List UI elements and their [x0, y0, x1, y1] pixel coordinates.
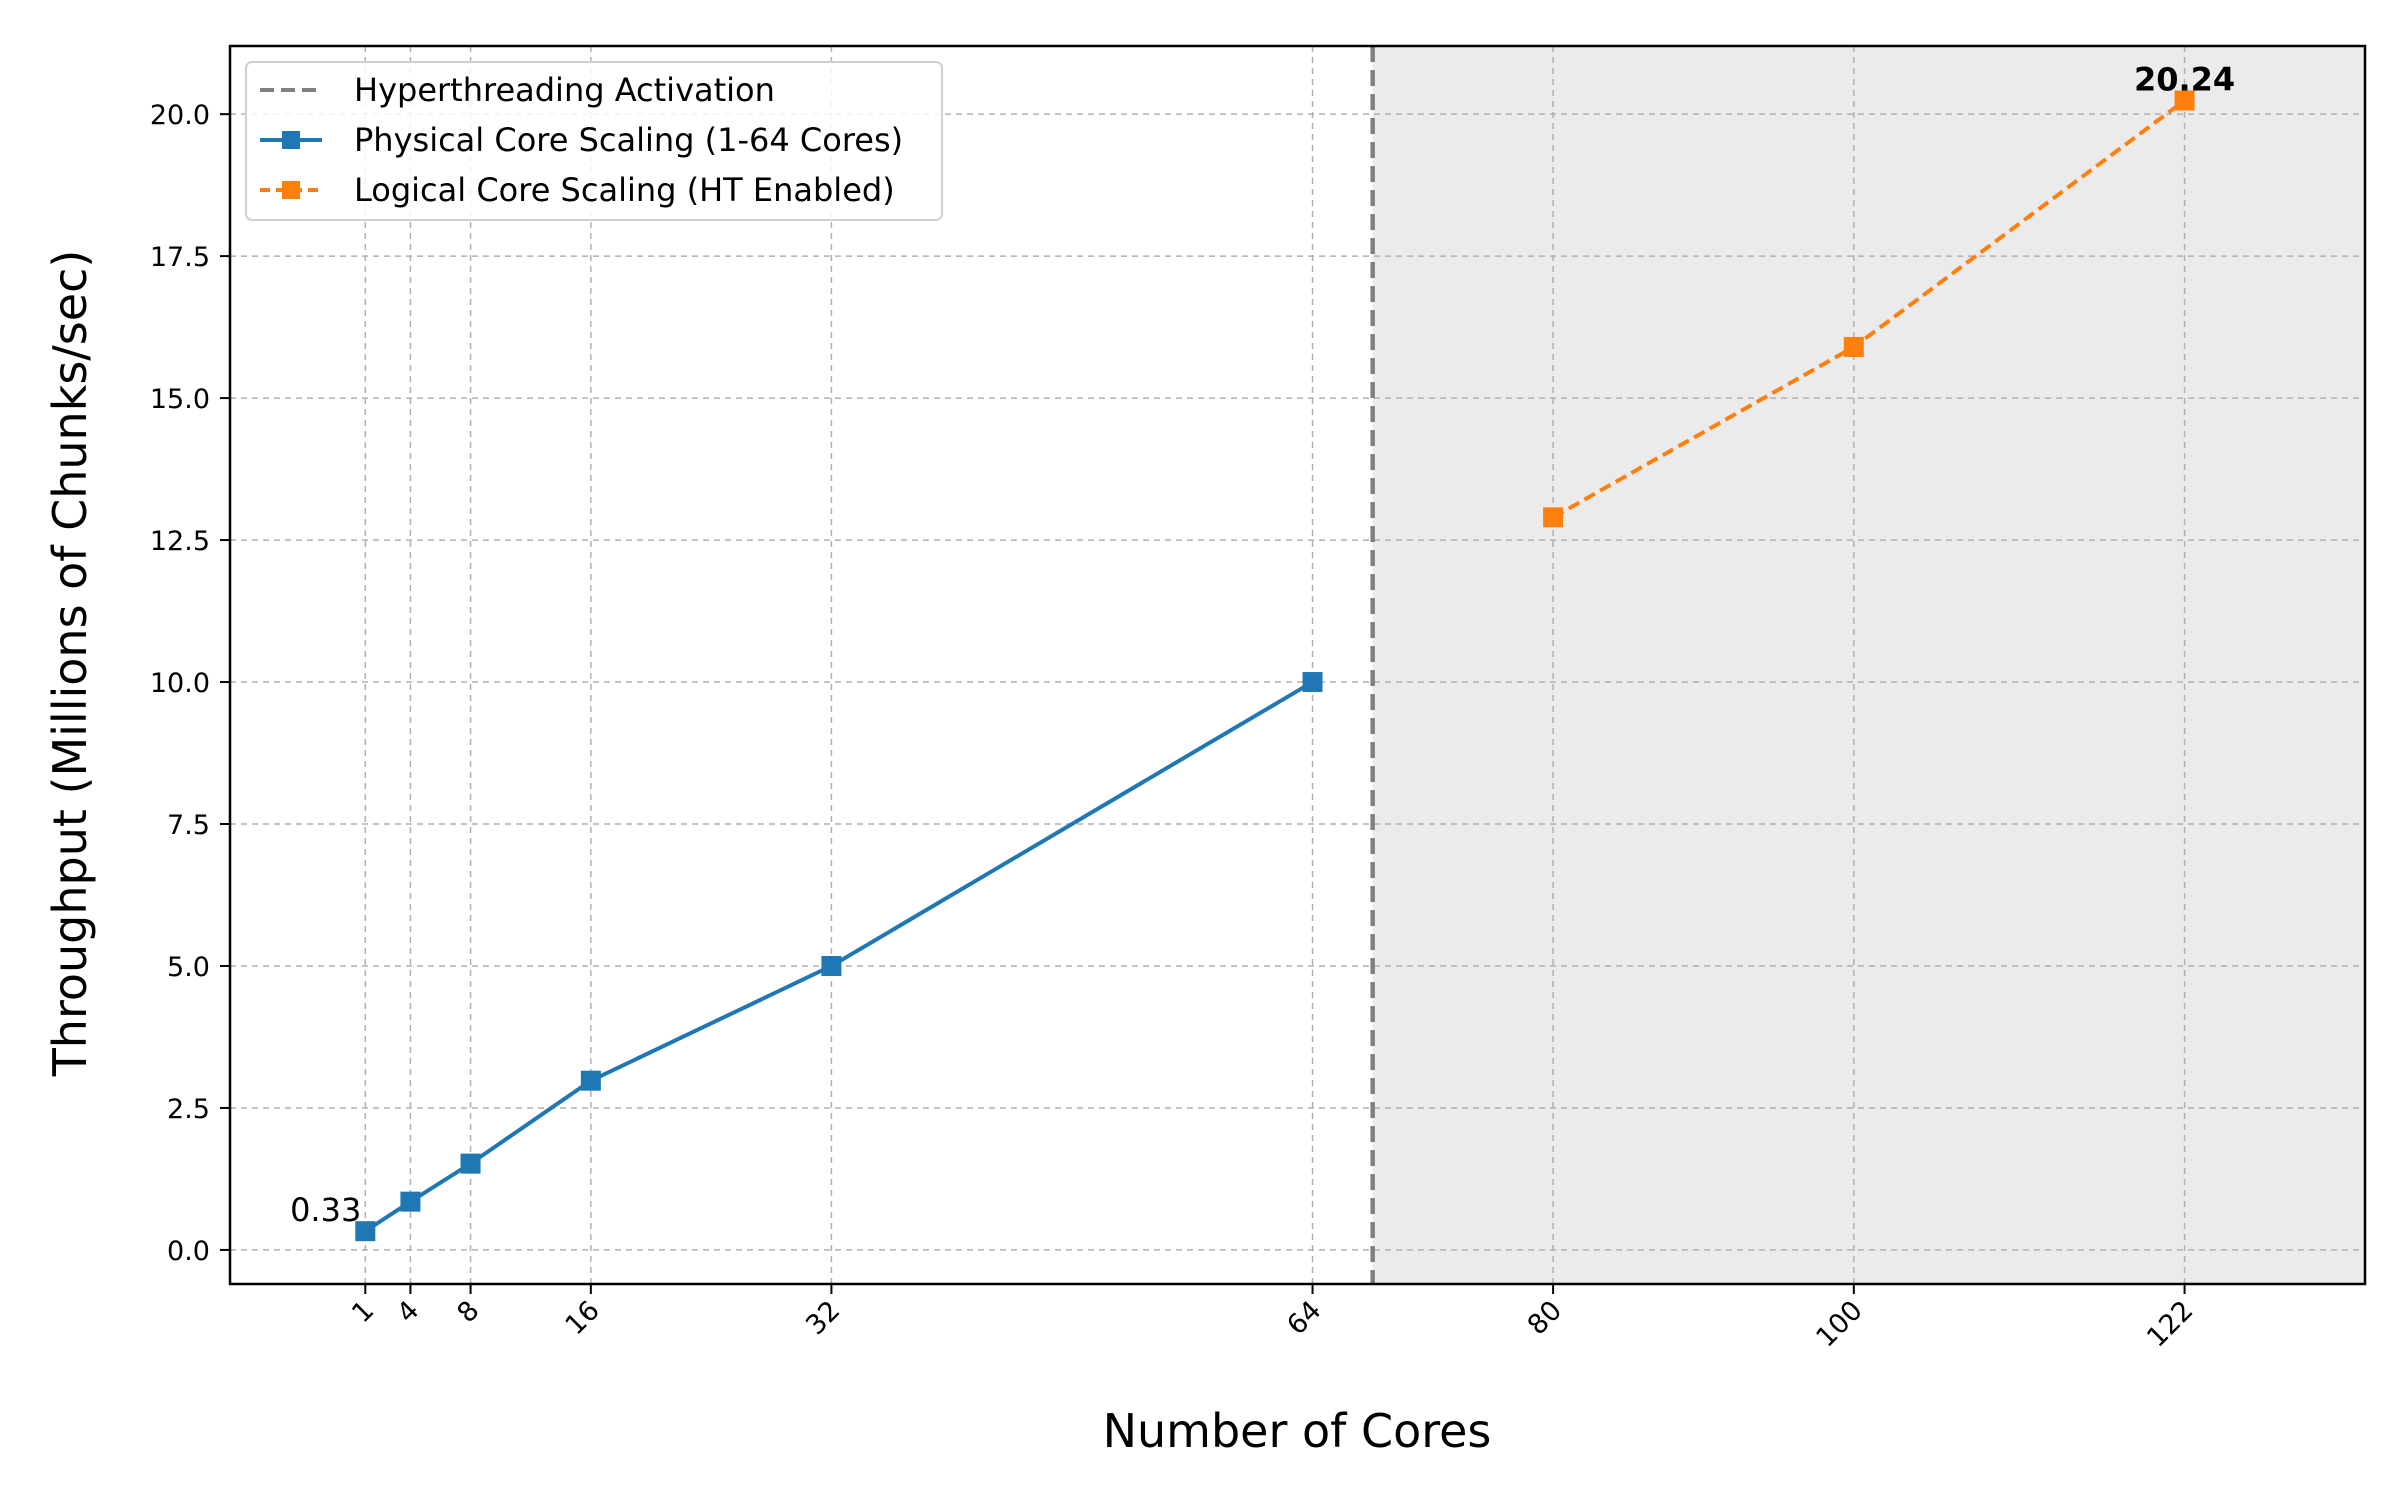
physical-core-data-point: [580, 1070, 601, 1091]
legend-item-logical-cores: Logical Core Scaling (HT Enabled): [260, 171, 895, 209]
physical-core-data-point: [355, 1221, 376, 1242]
y-tick-label: 17.5: [150, 242, 210, 273]
legend-swatch-marker: [282, 131, 300, 149]
logical-core-data-point: [2174, 90, 2195, 111]
y-axis-title: Throughput (Millions of Chunks/sec): [43, 250, 97, 1078]
y-tick-label: 15.0: [150, 384, 210, 415]
y-tick-label: 7.5: [167, 810, 210, 841]
x-tick-label: 16: [560, 1295, 606, 1341]
y-tick-label: 5.0: [167, 952, 210, 983]
legend-item-hyperthreading: Hyperthreading Activation: [260, 71, 775, 109]
plot-frame: [228, 44, 2367, 1286]
y-tick-label: 12.5: [150, 526, 210, 557]
y-tick-label: 2.5: [167, 1094, 210, 1125]
data-label: 20.24: [2134, 61, 2235, 99]
x-tick-label: 80: [1522, 1295, 1568, 1341]
x-tick-label: 1: [346, 1295, 380, 1329]
x-tick-label: 4: [391, 1295, 425, 1329]
logical-core-data-point: [1543, 507, 1564, 528]
y-tick-label: 0.0: [167, 1236, 210, 1267]
physical-core-data-point: [1302, 672, 1323, 693]
legend-swatch-marker: [282, 181, 300, 199]
physical-core-data-point: [400, 1191, 421, 1212]
legend-item-physical-cores: Physical Core Scaling (1-64 Cores): [260, 121, 903, 159]
x-tick-label: 122: [2141, 1295, 2199, 1353]
x-tick-label: 64: [1281, 1295, 1327, 1341]
x-axis-title: Number of Cores: [1103, 1404, 1492, 1458]
y-tick-label: 20.0: [150, 100, 210, 131]
legend: Hyperthreading Activation Physical Core S…: [245, 61, 943, 221]
legend-box: [245, 61, 943, 221]
legend-label: Physical Core Scaling (1-64 Cores): [354, 121, 903, 159]
hyperthreading-shaded-region: [1372, 46, 2365, 1284]
x-tick-label: 100: [1810, 1295, 1868, 1353]
y-tick-label: 10.0: [150, 668, 210, 699]
x-tick-label: 32: [800, 1295, 846, 1341]
physical-core-data-point: [460, 1153, 481, 1174]
legend-label: Hyperthreading Activation: [354, 71, 775, 109]
x-tick-label: 8: [451, 1295, 485, 1329]
legend-label: Logical Core Scaling (HT Enabled): [354, 171, 895, 209]
logical-core-data-point: [1843, 336, 1864, 357]
physical-core-data-point: [821, 955, 842, 976]
data-label: 0.33: [290, 1191, 361, 1229]
